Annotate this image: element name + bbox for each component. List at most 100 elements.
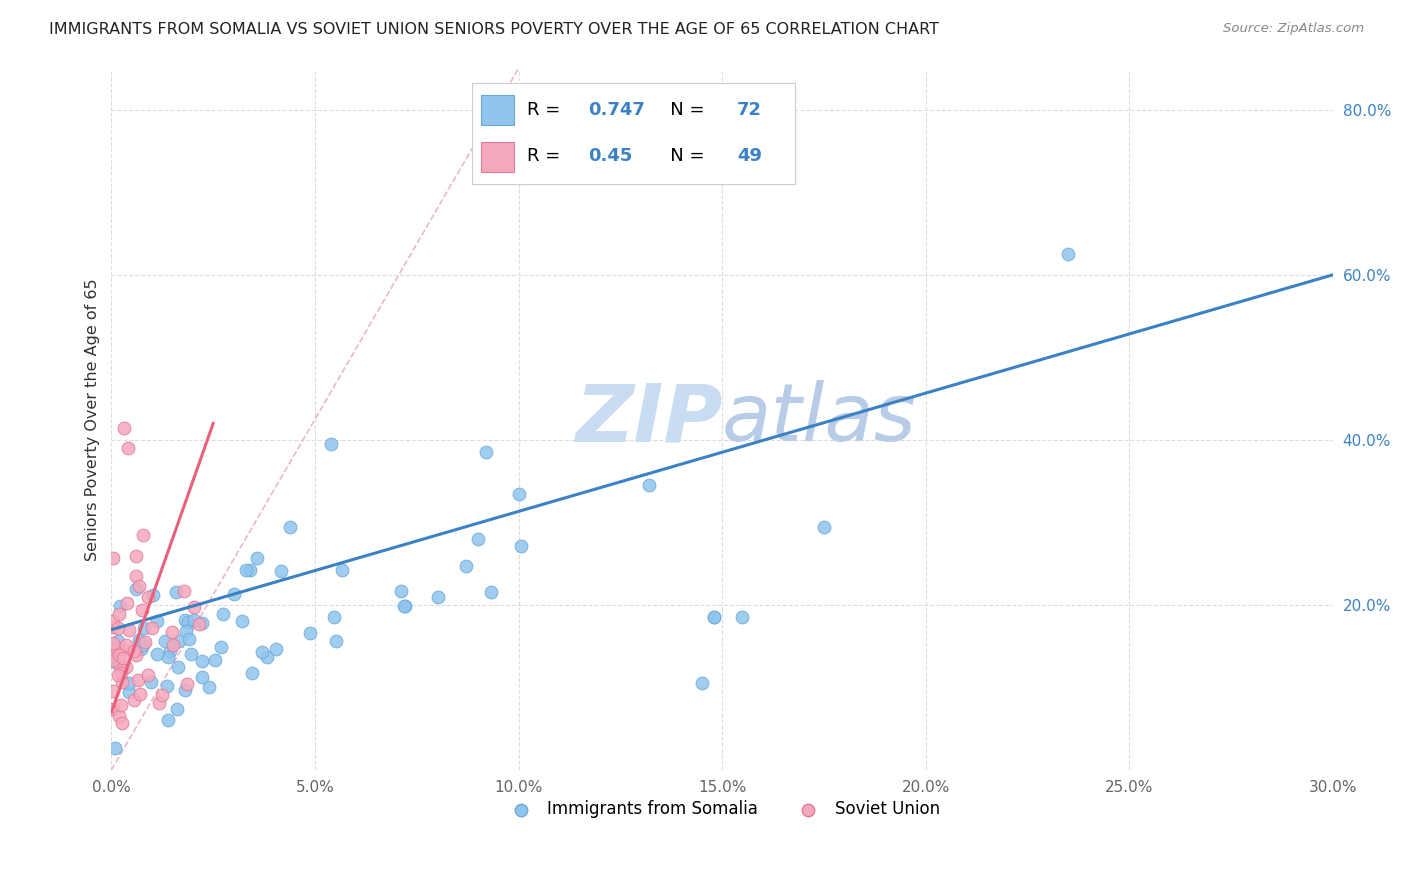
Point [204,653,226,667]
Point [330,564,353,578]
Text: Source: ZipAtlas.com: Source: ZipAtlas.com [1223,22,1364,36]
Point [115,660,138,674]
Point [239,563,262,577]
Point [389,584,412,599]
Point [235,563,257,577]
Point [141,621,163,635]
Point [111,674,134,689]
Point [108,599,131,613]
Point [246,550,269,565]
Point [266,642,288,657]
Point [107,621,129,635]
Point [112,650,135,665]
Point [125,569,148,583]
Point [183,599,205,614]
Point [117,596,139,610]
Point [111,642,134,657]
Point [197,680,219,694]
Point [131,527,153,541]
Point [112,420,135,434]
Point [139,674,162,689]
Point [103,648,125,663]
Point [637,478,659,492]
Point [157,650,180,665]
Point [115,638,138,652]
Point [107,709,129,723]
Point [124,693,146,707]
Point [118,623,141,637]
Point [183,614,205,628]
Text: atlas: atlas [723,380,917,458]
Text: IMMIGRANTS FROM SOMALIA VS SOVIET UNION SENIORS POVERTY OVER THE AGE OF 65 CORRE: IMMIGRANTS FROM SOMALIA VS SOVIET UNION … [49,22,939,37]
Point [112,660,135,674]
Point [136,668,159,682]
Point [509,539,531,553]
Point [240,665,263,680]
Point [148,696,170,710]
Point [125,549,148,564]
Point [321,437,343,451]
Point [107,640,129,655]
Point [166,701,188,715]
Point [224,586,246,600]
Point [252,645,274,659]
Point [1057,247,1080,261]
Point [129,687,152,701]
Point [278,519,301,533]
Point [159,644,181,658]
Point [128,578,150,592]
Point [156,713,179,727]
Point [394,599,416,613]
Point [117,675,139,690]
Point [191,669,214,683]
Point [179,632,201,646]
Point [128,632,150,647]
Point [270,564,292,578]
Point [454,558,477,573]
Point [111,716,134,731]
Y-axis label: Seniors Poverty Over the Age of 65: Seniors Poverty Over the Age of 65 [86,278,100,560]
Point [103,702,125,716]
Point [103,653,125,667]
Point [162,638,184,652]
Point [703,610,725,624]
Point [153,634,176,648]
Point [129,642,152,657]
Point [166,585,188,599]
Point [690,676,713,690]
Point [107,634,129,648]
Point [125,648,148,663]
Point [180,648,202,662]
Point [134,621,156,635]
Point [145,647,167,661]
Point [174,683,197,698]
Point [110,698,132,712]
Point [191,616,214,631]
Point [162,624,184,639]
Point [299,626,322,640]
Point [256,649,278,664]
Point [131,602,153,616]
Point [132,638,155,652]
Point [176,677,198,691]
Point [103,635,125,649]
Point [118,685,141,699]
Point [110,666,132,681]
Point [108,607,131,621]
Point [467,533,489,547]
Point [481,585,503,599]
Point [173,583,195,598]
Point [103,614,125,628]
Point [103,620,125,634]
Point [231,614,253,628]
Point [104,741,127,756]
Point [107,648,129,662]
Point [122,644,145,658]
Point [322,610,344,624]
Point [475,445,498,459]
Point [125,582,148,597]
Point [103,684,125,698]
Point [169,633,191,648]
Point [174,613,197,627]
Point [134,635,156,649]
